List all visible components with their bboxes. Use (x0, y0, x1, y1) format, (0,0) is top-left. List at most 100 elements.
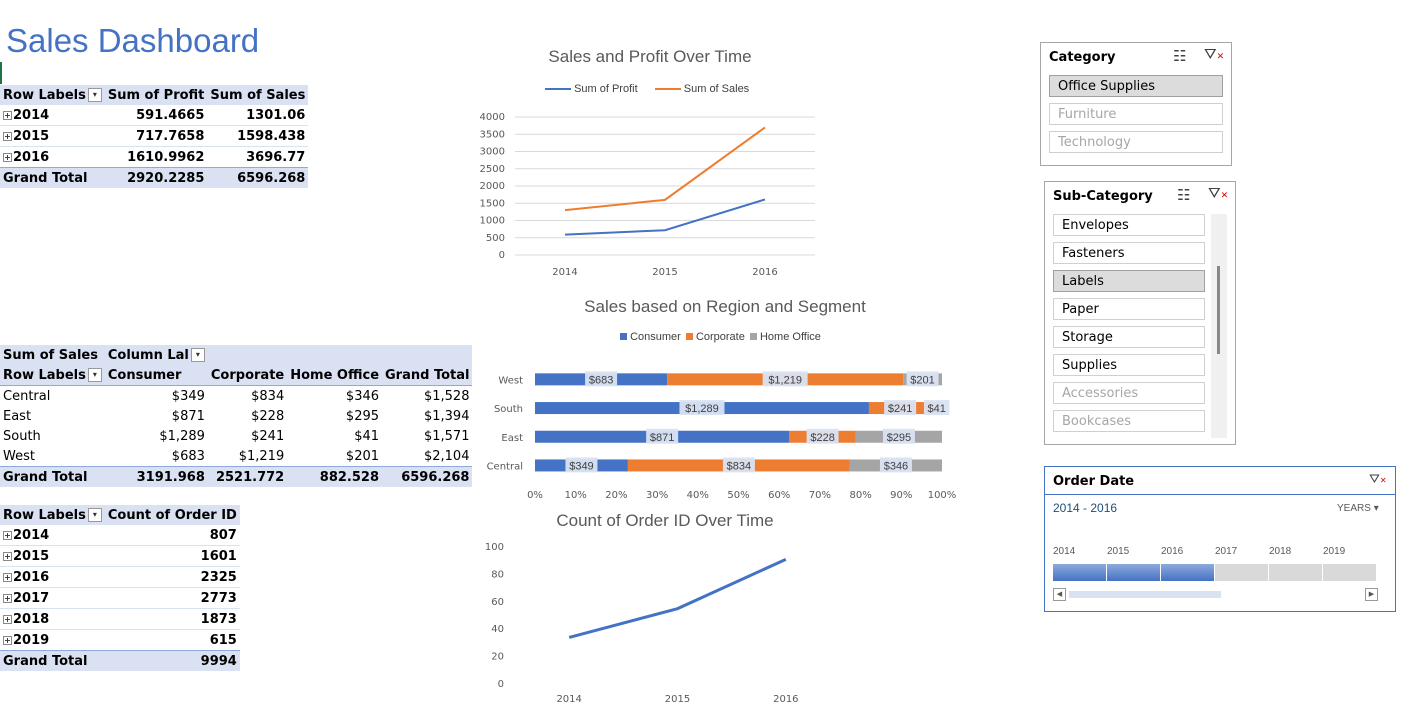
chart1-legend[interactable]: Sum of Profit Sum of Sales (545, 83, 805, 95)
slicer-item-supplies[interactable]: Supplies (1053, 354, 1205, 376)
pivot3-row-label[interactable]: +2015 (0, 545, 105, 567)
pivot2-cell[interactable]: $871 (171, 408, 205, 424)
clear-filter-icon[interactable]: ⛛✕ (1369, 471, 1387, 486)
pivot2-cell[interactable]: $2,104 (423, 448, 470, 464)
scroll-right-icon[interactable]: ▶ (1365, 588, 1378, 601)
pivot2-cell[interactable]: $228 (251, 408, 285, 424)
pivot1-cell[interactable]: 3696.77 (246, 149, 306, 165)
timeline-scrollbar[interactable]: ◀ ▶ (1053, 588, 1378, 601)
pivot2-column-labels[interactable]: Column Lal ▾ (105, 345, 208, 365)
slicer-item-labels[interactable]: Labels (1053, 270, 1205, 292)
chart-sales-profit-over-time[interactable]: 0 500 1000 1500 2000 2500 3000 3500 4000 2014 2015… (470, 105, 830, 285)
pivot3-row-label[interactable]: +2019 (3, 632, 50, 648)
pivot2-total-label[interactable]: Grand Total (3, 469, 88, 485)
pivot2-cell[interactable]: $241 (251, 428, 285, 444)
dropdown-icon[interactable]: ▾ (87, 368, 102, 382)
pivot1-header-row-labels[interactable]: Row Labels ▾ (0, 85, 105, 105)
timeline-period-2018[interactable] (1269, 564, 1322, 581)
pivot2-cell[interactable]: $346 (345, 388, 380, 404)
pivot-order-count[interactable]: Row Labels ▾ Count of Order ID +2014 807 +… (0, 505, 240, 671)
expand-icon[interactable]: + (3, 635, 12, 645)
chart-sales-region-segment[interactable]: West $683 $1,219 $201 South $1,289 $241 $41 East… (480, 355, 970, 505)
pivot2-cell[interactable]: $1,528 (423, 388, 470, 404)
expand-icon[interactable]: + (3, 110, 12, 120)
pivot2-cell[interactable]: $834 (251, 388, 285, 404)
pivot2-total-cell[interactable]: 3191.968 (136, 469, 205, 485)
pivot3-total-cell[interactable]: 9994 (200, 653, 237, 669)
pivot3-cell[interactable]: 615 (209, 632, 237, 648)
pivot1-cell[interactable]: 591.4665 (104, 105, 208, 126)
pivot1-total-label[interactable]: Grand Total (3, 170, 88, 186)
slicer-item-storage[interactable]: Storage (1053, 326, 1205, 348)
dropdown-icon[interactable]: ▾ (190, 348, 205, 362)
filter-icon[interactable]: ▾ (87, 88, 102, 102)
slicer-item-envelopes[interactable]: Envelopes (1053, 214, 1205, 236)
slicer-item-fasteners[interactable]: Fasteners (1053, 242, 1205, 264)
pivot2-cell[interactable]: $295 (345, 408, 380, 424)
pivot1-cell[interactable]: 1301.06 (207, 105, 309, 126)
pivot2-cell[interactable]: $349 (171, 388, 205, 404)
timeline-period-2014[interactable] (1053, 564, 1106, 581)
pivot2-row-label[interactable]: Central (3, 388, 51, 404)
pivot1-row-label[interactable]: +2015 (0, 125, 105, 147)
pivot2-cell[interactable]: $683 (171, 448, 205, 464)
scrollbar-thumb[interactable] (1217, 266, 1220, 354)
pivot3-row-label[interactable]: +2017 (0, 587, 105, 609)
expand-icon[interactable]: + (3, 551, 12, 561)
timeline-level-dropdown[interactable]: YEARS ▾ (1337, 503, 1379, 514)
pivot2-row-label[interactable]: South (3, 428, 41, 444)
pivot3-cell[interactable]: 1873 (104, 608, 240, 630)
pivot1-total-sales[interactable]: 6596.268 (237, 170, 306, 186)
pivot3-total-label[interactable]: Grand Total (3, 653, 88, 669)
pivot2-cell[interactable]: $1,289 (159, 428, 205, 444)
timeline-period-2017[interactable] (1215, 564, 1268, 581)
slicer-scrollbar[interactable] (1211, 214, 1227, 438)
chart2-legend[interactable]: Consumer Corporate Home Office (620, 331, 880, 343)
pivot1-cell[interactable]: 1598.438 (207, 125, 309, 147)
pivot2-total-cell[interactable]: 6596.268 (401, 469, 470, 485)
pivot3-cell[interactable]: 2773 (104, 587, 240, 609)
timeline-period-2015[interactable] (1107, 564, 1160, 581)
timeline-period-2016[interactable] (1161, 564, 1214, 581)
pivot1-row-label[interactable]: +2014 (0, 105, 105, 126)
pivot3-row-label[interactable]: +2014 (0, 525, 105, 546)
clear-filter-icon[interactable]: ⛛✕ (1204, 46, 1225, 63)
pivot2-total-cell[interactable]: 2521.772 (215, 469, 285, 485)
pivot-region-segment[interactable]: Sum of Sales Column Lal ▾ Row Labels ▾ Con… (0, 345, 473, 487)
timeline-period-2019[interactable] (1323, 564, 1376, 581)
pivot2-cell[interactable]: $41 (354, 428, 380, 444)
pivot1-row-label[interactable]: +2016 (3, 149, 50, 165)
pivot-profit-sales[interactable]: Row Labels ▾ Sum of Profit Sum of Sales +… (0, 85, 309, 188)
pivot3-cell[interactable]: 2325 (104, 566, 240, 588)
slicer-sub-category[interactable]: Sub-Category ☷ ⛛✕ Envelopes Fasteners La… (1044, 181, 1236, 445)
pivot2-total-cell[interactable]: 882.528 (319, 469, 380, 485)
multi-select-icon[interactable]: ☷ (1177, 187, 1191, 204)
pivot1-cell[interactable]: 717.7658 (104, 125, 208, 147)
pivot2-row-label[interactable]: East (3, 408, 32, 424)
pivot3-cell[interactable]: 1601 (104, 545, 240, 567)
timeline-order-date[interactable]: Order Date ⛛✕ 2014 - 2016 YEARS ▾ 2014 20… (1044, 466, 1396, 612)
pivot2-cell[interactable]: $1,219 (238, 448, 285, 464)
slicer-item-technology[interactable]: Technology (1049, 131, 1223, 153)
slicer-item-office-supplies[interactable]: Office Supplies (1049, 75, 1223, 97)
timeline-bar[interactable] (1053, 564, 1377, 581)
dropdown-icon[interactable]: ▾ (87, 508, 102, 522)
pivot2-cell[interactable]: $201 (345, 448, 380, 464)
pivot3-row-label[interactable]: +2018 (0, 608, 105, 630)
slicer-item-furniture[interactable]: Furniture (1049, 103, 1223, 125)
expand-icon[interactable]: + (3, 530, 12, 540)
slicer-item-accessories[interactable]: Accessories (1053, 382, 1205, 404)
pivot2-header-row-labels[interactable]: Row Labels ▾ (0, 365, 105, 386)
pivot1-cell[interactable]: 1610.9962 (127, 149, 205, 165)
clear-filter-icon[interactable]: ⛛✕ (1208, 185, 1229, 202)
slicer-item-bookcases[interactable]: Bookcases (1053, 410, 1205, 432)
pivot3-header-row-labels[interactable]: Row Labels ▾ (0, 505, 105, 525)
slicer-category[interactable]: Category ☷ ⛛✕ Office Supplies Furniture … (1040, 42, 1232, 166)
expand-icon[interactable]: + (3, 593, 12, 603)
chart-order-count-over-time[interactable]: 0 20 40 60 80 100 2014 2015 2016 (480, 535, 850, 710)
expand-icon[interactable]: + (3, 572, 12, 582)
pivot1-total-profit[interactable]: 2920.2285 (127, 170, 205, 186)
pivot3-row-label[interactable]: +2016 (0, 566, 105, 588)
expand-icon[interactable]: + (3, 152, 12, 162)
pivot2-row-label[interactable]: West (3, 448, 35, 464)
